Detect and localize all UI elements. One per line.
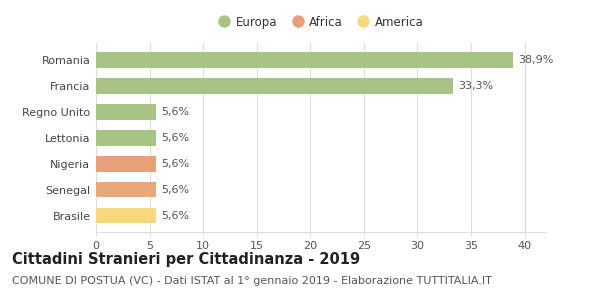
Bar: [96, 208, 156, 223]
Text: 5,6%: 5,6%: [161, 133, 190, 143]
Text: 5,6%: 5,6%: [161, 211, 190, 221]
Text: 38,9%: 38,9%: [518, 55, 554, 65]
Text: 5,6%: 5,6%: [161, 107, 190, 117]
Bar: [96, 130, 156, 146]
Bar: [96, 78, 453, 94]
Legend: Europa, Africa, America: Europa, Africa, America: [214, 11, 428, 34]
Bar: [96, 104, 156, 119]
Bar: [96, 52, 513, 68]
Text: 5,6%: 5,6%: [161, 185, 190, 195]
Text: COMUNE DI POSTUA (VC) - Dati ISTAT al 1° gennaio 2019 - Elaborazione TUTTITALIA.: COMUNE DI POSTUA (VC) - Dati ISTAT al 1°…: [12, 276, 492, 285]
Text: 33,3%: 33,3%: [458, 81, 493, 91]
Text: Cittadini Stranieri per Cittadinanza - 2019: Cittadini Stranieri per Cittadinanza - 2…: [12, 252, 360, 267]
Text: 5,6%: 5,6%: [161, 159, 190, 169]
Bar: [96, 156, 156, 171]
Bar: [96, 182, 156, 197]
